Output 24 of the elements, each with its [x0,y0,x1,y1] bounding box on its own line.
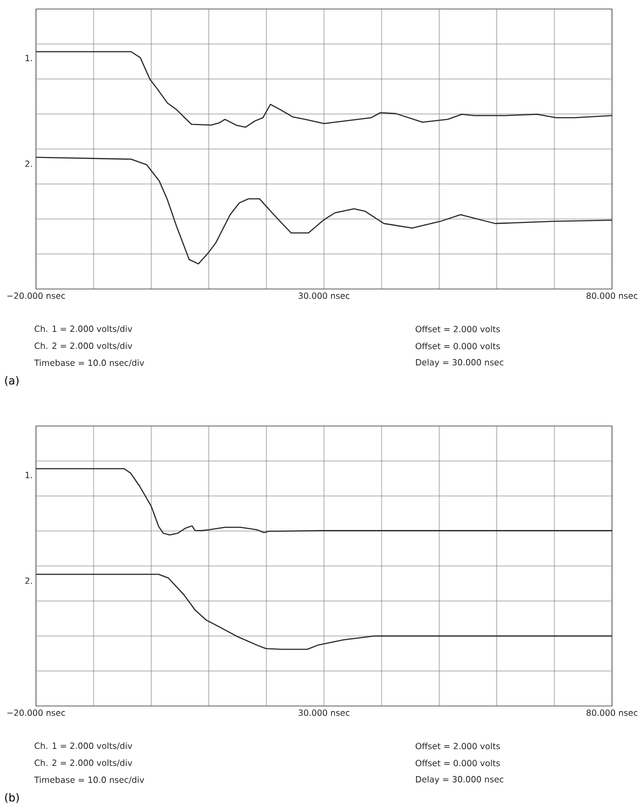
text: Ch. 1 = 2.000 volts/div [34,742,132,750]
text: Delay = 30.000 nsec [416,776,504,784]
text: Timebase = 10.0 nsec/div [34,776,144,784]
x-tick-label: −20.000 nsec [7,710,65,716]
x-tick-label: 30.000 nsec [298,710,350,716]
series-label: 1. [26,472,32,478]
text: (a) [5,376,19,386]
text: Ch. 2 = 2.000 volts/div [34,759,132,767]
text: Delay = 30.000 nsec [416,358,504,368]
x-tick-label: 30.000 nsec [298,292,350,299]
x-tick-label: 80.000 nsec [586,710,638,716]
text: Offset = 2.000 volts [416,326,500,332]
text: Ch. 1 = 2.000 volts/div [34,325,132,333]
x-tick-label: 80.000 nsec [586,292,638,299]
series-label: 2. [25,578,32,584]
text: Offset = 0.000 volts [416,760,500,766]
text: Offset = 0.000 volts [416,342,500,350]
text: Timebase = 10.0 nsec/div [34,359,144,367]
text: (b) [5,793,19,803]
series-label: 2. [25,160,32,167]
series-label: 1. [26,54,32,62]
text: Ch. 2 = 2.000 volts/div [34,342,132,350]
text: Offset = 2.000 volts [416,742,500,750]
x-tick-label: −20.000 nsec [7,292,65,299]
